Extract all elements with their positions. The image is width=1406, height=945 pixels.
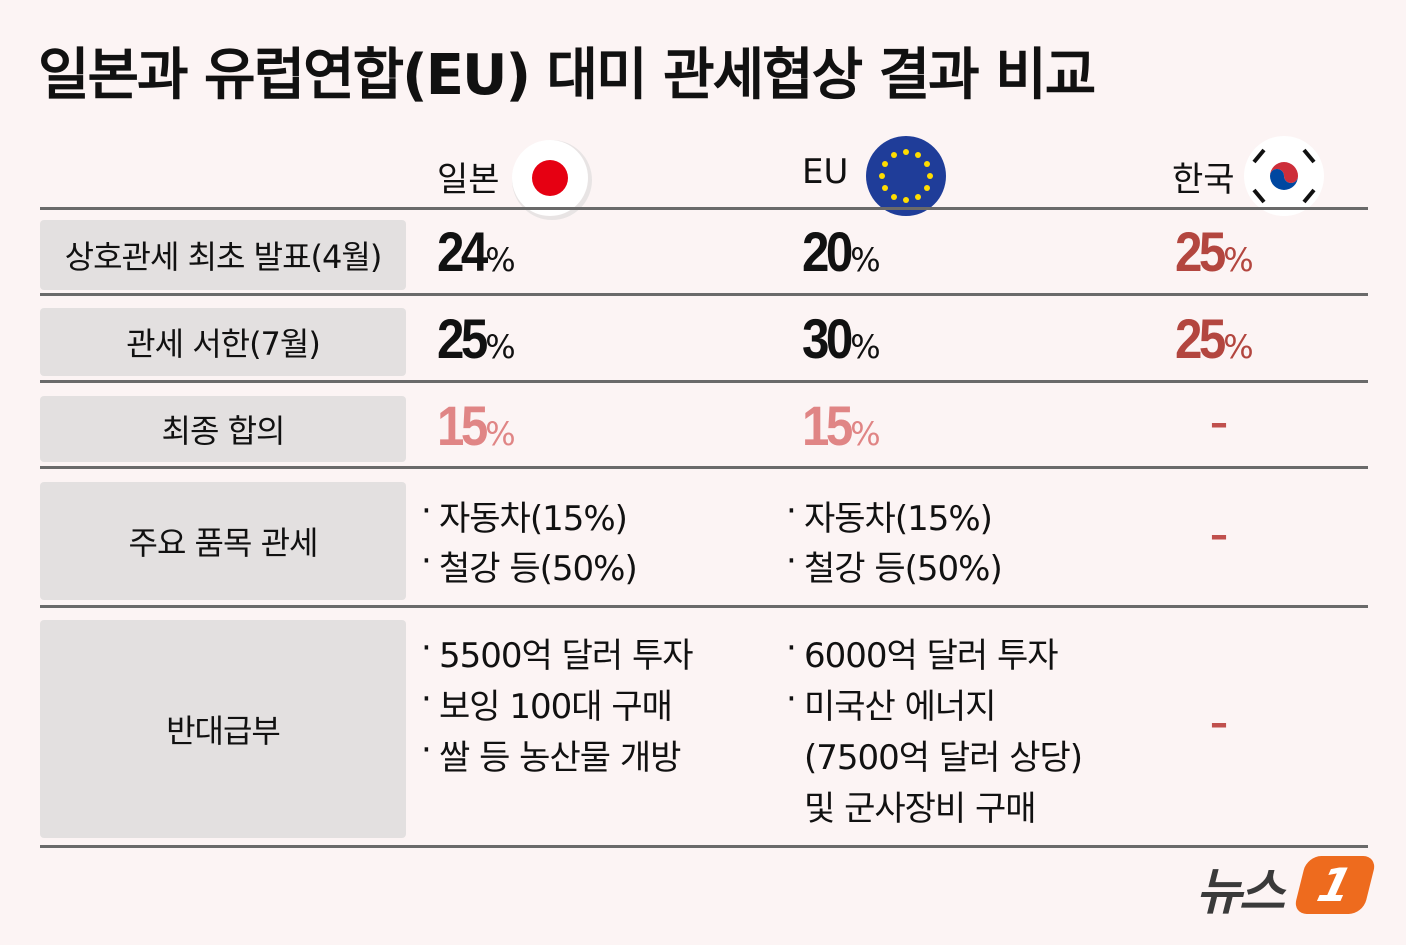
- dash: –: [1210, 515, 1228, 556]
- korea-flag: [1244, 136, 1324, 216]
- list-item: 6000억 달러 투자: [786, 628, 1059, 677]
- rule: [40, 207, 1368, 210]
- value: 30%: [802, 306, 881, 371]
- value: 20%: [802, 219, 881, 284]
- column-label: 한국: [1172, 160, 1235, 200]
- column-label: EU: [802, 152, 849, 192]
- list-item: 자동차(15%): [421, 491, 628, 540]
- value-unit: %: [850, 241, 881, 279]
- value-unit: %: [485, 328, 516, 366]
- rule: [40, 380, 1368, 383]
- eu-flag: [866, 136, 946, 216]
- value-number: 25: [1175, 220, 1226, 283]
- rule: [40, 605, 1368, 608]
- value-number: 30: [802, 307, 853, 370]
- rule: [40, 845, 1368, 848]
- value: 25%: [1175, 219, 1254, 284]
- rule: [40, 293, 1368, 296]
- row-label: 최종 합의: [40, 396, 406, 462]
- value: 25%: [1175, 306, 1254, 371]
- row-label: 관세 서한(7월): [40, 308, 406, 376]
- logo-text: 뉴스: [1196, 863, 1285, 921]
- list-item: (7500억 달러 상당): [804, 738, 1083, 778]
- value: 24%: [437, 219, 516, 284]
- value: 25%: [437, 306, 516, 371]
- list-item: 5500억 달러 투자: [421, 628, 694, 677]
- value-unit: %: [485, 415, 516, 453]
- value-unit: %: [485, 241, 516, 279]
- row-label: 상호관세 최초 발표(4월): [40, 220, 406, 290]
- value-number: 20: [802, 220, 853, 283]
- value-number: 25: [1175, 307, 1226, 370]
- list-item: 철강 등(50%): [786, 541, 1003, 590]
- value: 15%: [437, 393, 516, 458]
- list-item: 보잉 100대 구매: [421, 679, 673, 728]
- value-unit: %: [1223, 241, 1254, 279]
- value-unit: %: [850, 415, 881, 453]
- dash: –: [1210, 703, 1228, 744]
- logo-mark: 1: [1292, 856, 1378, 914]
- value-number: 24: [437, 220, 488, 283]
- title: 일본과 유럽연합(EU) 대미 관세협상 결과 비교: [38, 43, 1096, 108]
- list-item: 미국산 에너지: [786, 679, 996, 728]
- row-label: 주요 품목 관세: [40, 482, 406, 600]
- value-number: 15: [802, 394, 853, 457]
- japan-flag: [512, 140, 592, 220]
- row-label: 반대급부: [40, 620, 406, 838]
- value-unit: %: [1223, 328, 1254, 366]
- value-unit: %: [850, 328, 881, 366]
- list-item: 및 군사장비 구매: [804, 789, 1037, 829]
- list-item: 쌀 등 농산물 개방: [421, 730, 681, 779]
- rule: [40, 466, 1368, 469]
- list-item: 철강 등(50%): [421, 541, 638, 590]
- value-number: 15: [437, 394, 488, 457]
- value: 15%: [802, 393, 881, 458]
- dash: –: [1210, 403, 1228, 444]
- list-item: 자동차(15%): [786, 491, 993, 540]
- column-label: 일본: [437, 160, 500, 200]
- value-number: 25: [437, 307, 488, 370]
